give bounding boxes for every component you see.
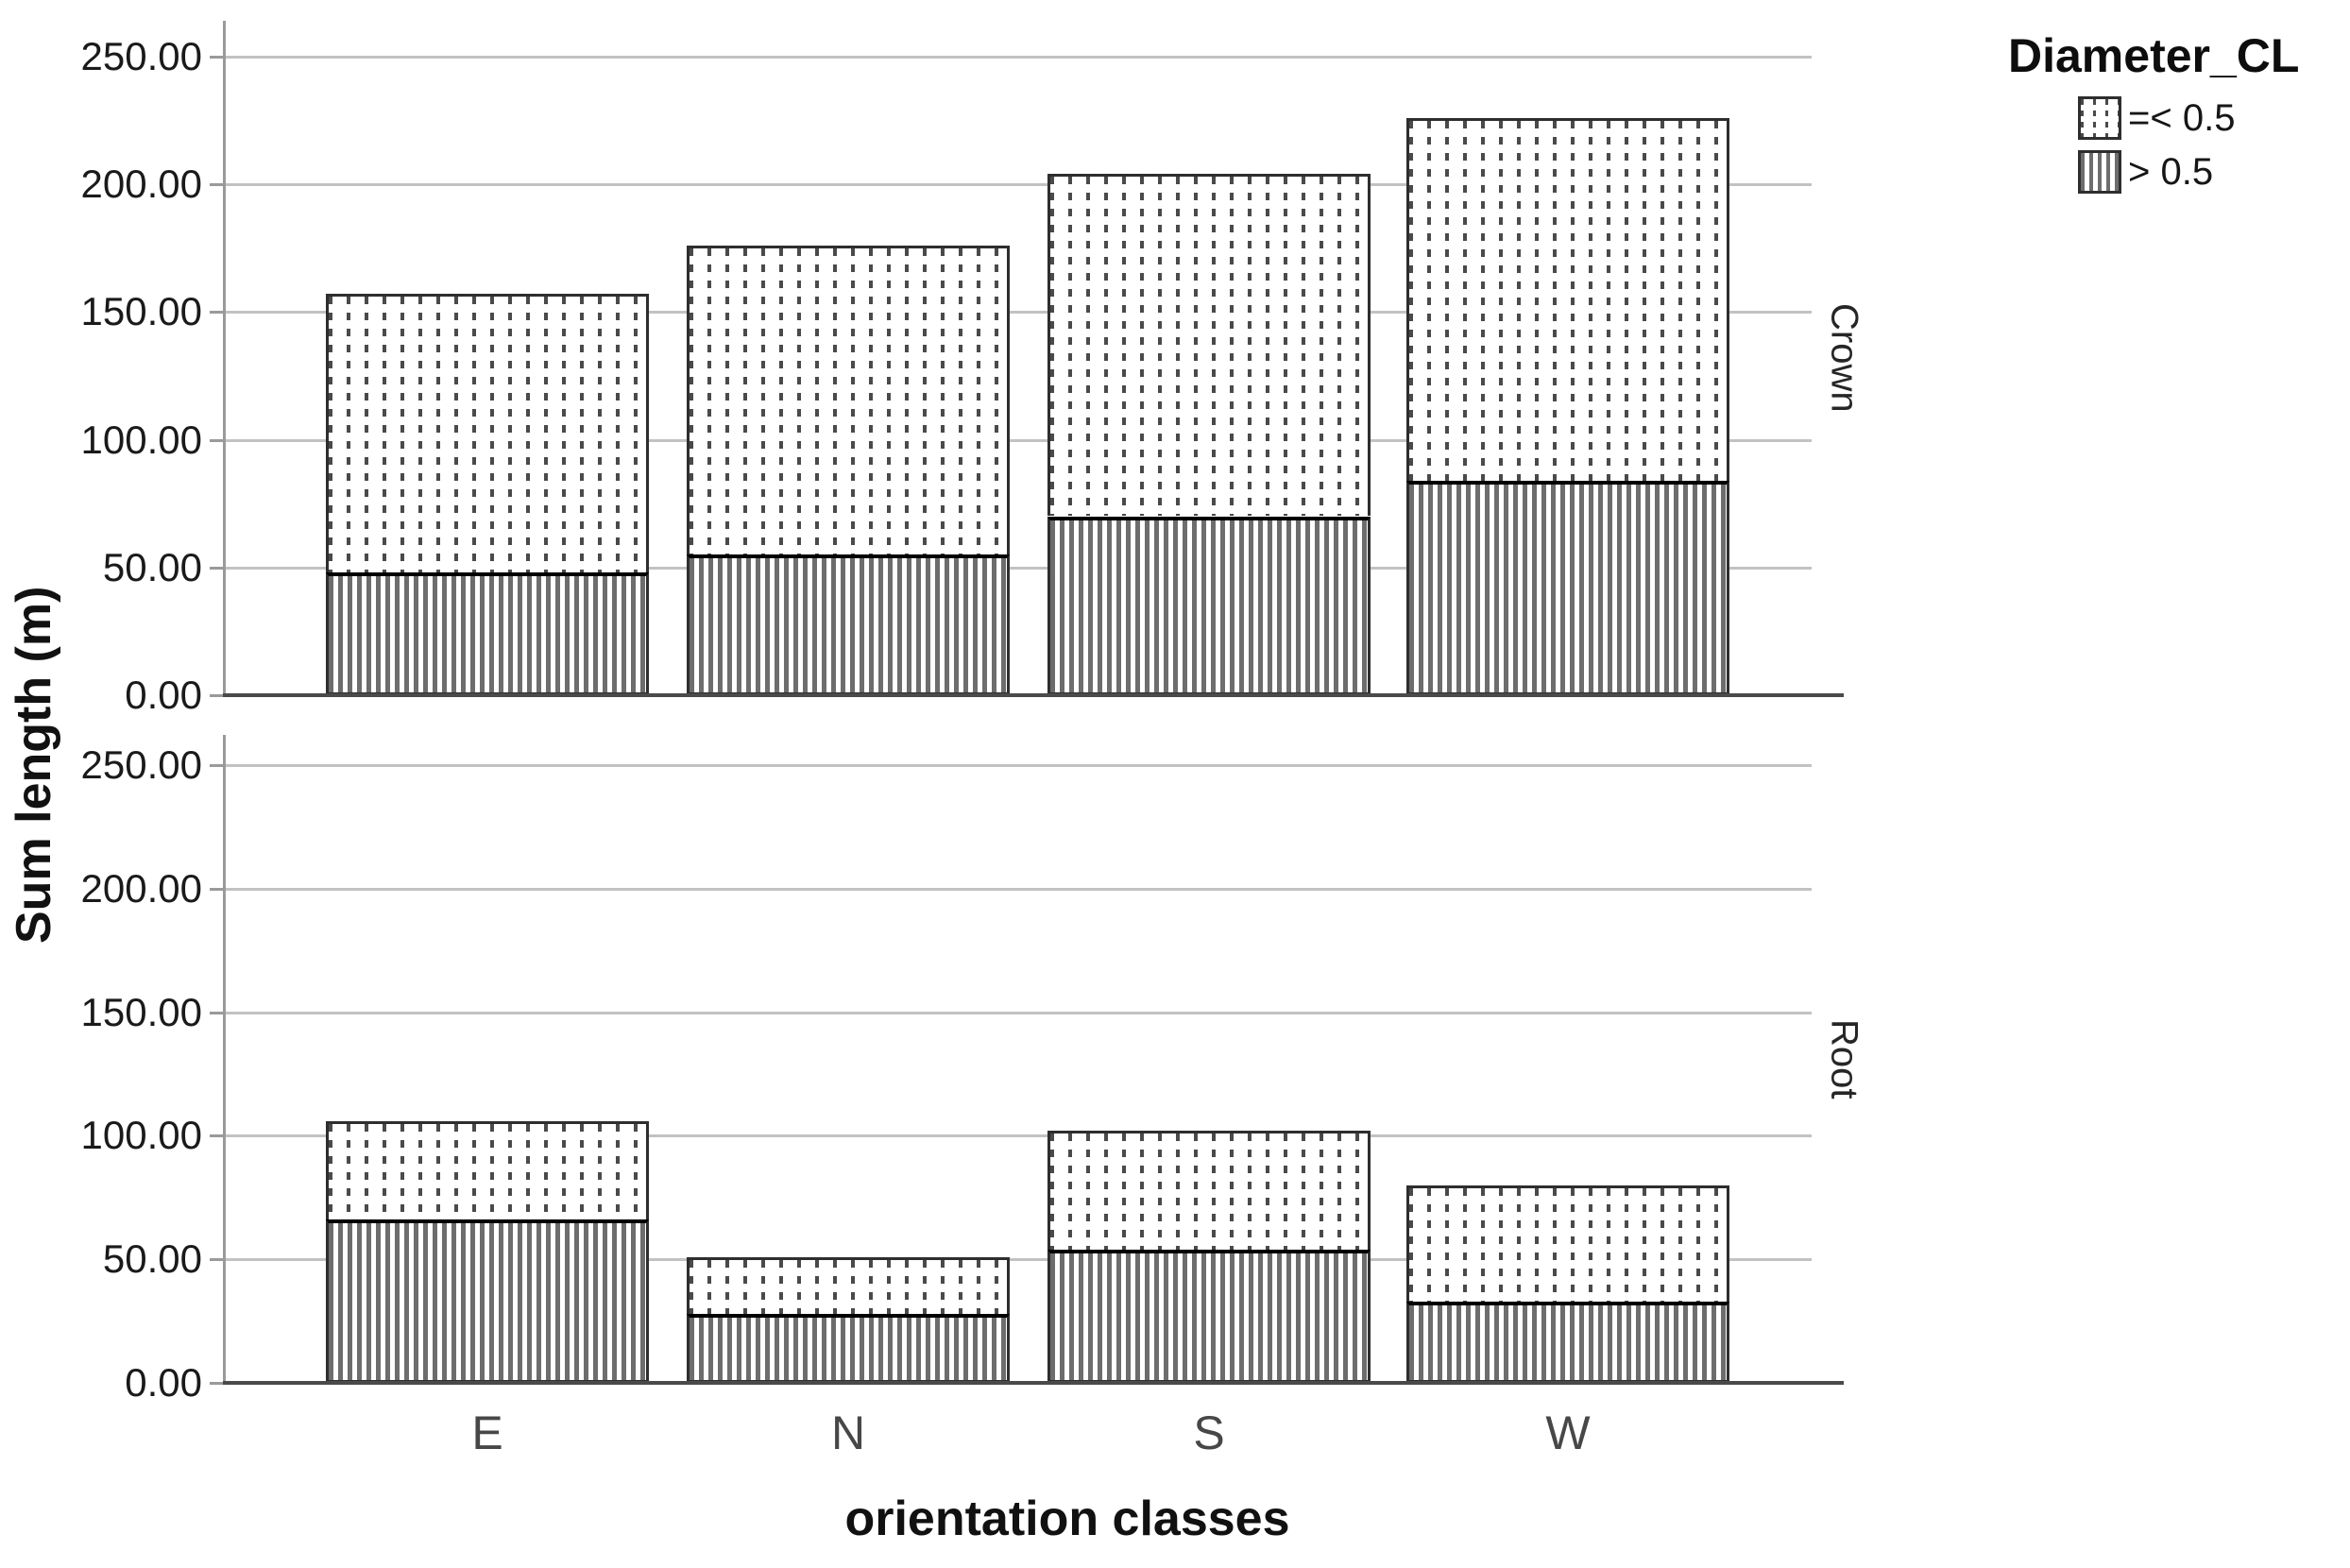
bar-crown-W-upper-segment [1406, 118, 1729, 481]
bar-root-W-lower-segment [1406, 1302, 1729, 1383]
legend-item: > 0.5 [2008, 150, 2348, 194]
bar-root-S-lower-segment [1047, 1250, 1371, 1383]
gridline-crown-250 [225, 56, 1812, 59]
bar-root-E-upper-segment [326, 1121, 649, 1220]
gridline-crown-100 [225, 439, 1812, 442]
y-tick-label: 200.00 [80, 866, 202, 911]
gridline-crown-200 [225, 183, 1812, 186]
bar-crown-N-lower-segment [687, 554, 1010, 695]
y-tick-crown [210, 694, 223, 697]
x-axis-title: orientation classes [844, 1491, 1290, 1546]
bar-crown-S-upper-segment [1047, 174, 1371, 516]
panel-strip-label-root: Root [1823, 1018, 1865, 1099]
bar-root-W-upper-segment [1406, 1185, 1729, 1302]
bar-root-N-lower-segment [687, 1314, 1010, 1383]
legend-swatch-vertical-lines-pattern-icon [2078, 150, 2121, 194]
panel-strip-label-crown: Crown [1823, 303, 1865, 413]
y-tick-label: 100.00 [80, 1113, 202, 1157]
gridline-root-250 [225, 764, 1812, 767]
bar-root-S-upper-segment [1047, 1131, 1371, 1250]
y-tick-label: 0.00 [125, 673, 202, 717]
gridline-root-150 [225, 1012, 1812, 1014]
gridline-crown-150 [225, 311, 1812, 314]
bar-root-E-lower-segment [326, 1219, 649, 1383]
y-tick-label: 150.00 [80, 990, 202, 1034]
gridline-root-200 [225, 888, 1812, 891]
x-category-label-w: W [1545, 1406, 1591, 1459]
y-tick-root [210, 764, 223, 767]
y-tick-label: 250.00 [80, 34, 202, 78]
gridline-crown-50 [225, 567, 1812, 570]
bar-crown-W-lower-segment [1406, 481, 1729, 695]
y-tick-crown [210, 311, 223, 314]
legend-item-label: =< 0.5 [2128, 96, 2236, 139]
y-tick-label: 150.00 [80, 289, 202, 333]
y-tick-crown [210, 567, 223, 570]
bar-crown-E-upper-segment [326, 294, 649, 572]
y-tick-root [210, 888, 223, 891]
x-baseline-crown [223, 693, 1844, 697]
y-tick-root [210, 1134, 223, 1137]
x-category-label-n: N [830, 1406, 866, 1459]
x-category-label-e: E [471, 1406, 503, 1459]
y-tick-crown [210, 439, 223, 442]
x-category-label-s: S [1193, 1406, 1225, 1459]
y-tick-root [210, 1382, 223, 1385]
bar-crown-N-upper-segment [687, 246, 1010, 554]
legend: Diameter_CL =< 0.5 > 0.5 [2008, 28, 2348, 194]
bar-root-N-upper-segment [687, 1257, 1010, 1314]
y-tick-label: 50.00 [102, 545, 202, 589]
gridline-root-50 [225, 1258, 1812, 1261]
y-tick-crown [210, 56, 223, 59]
legend-swatch-dotted-pattern-icon [2078, 96, 2121, 140]
y-tick-root [210, 1012, 223, 1014]
y-tick-root [210, 1258, 223, 1261]
y-tick-label: 0.00 [125, 1360, 202, 1405]
y-tick-label: 250.00 [80, 742, 202, 787]
bar-crown-E-lower-segment [326, 572, 649, 695]
x-baseline-root [223, 1381, 1844, 1385]
gridline-root-100 [225, 1134, 1812, 1137]
y-axis-line-root [223, 735, 226, 1385]
y-tick-label: 200.00 [80, 162, 202, 206]
legend-title: Diameter_CL [2008, 29, 2300, 82]
legend-item-label: > 0.5 [2128, 150, 2214, 193]
bar-crown-S-lower-segment [1047, 517, 1371, 695]
y-tick-crown [210, 183, 223, 186]
y-axis-line-crown [223, 21, 226, 697]
y-tick-label: 100.00 [80, 418, 202, 462]
legend-item: =< 0.5 [2008, 96, 2348, 140]
y-tick-label: 50.00 [102, 1236, 202, 1281]
